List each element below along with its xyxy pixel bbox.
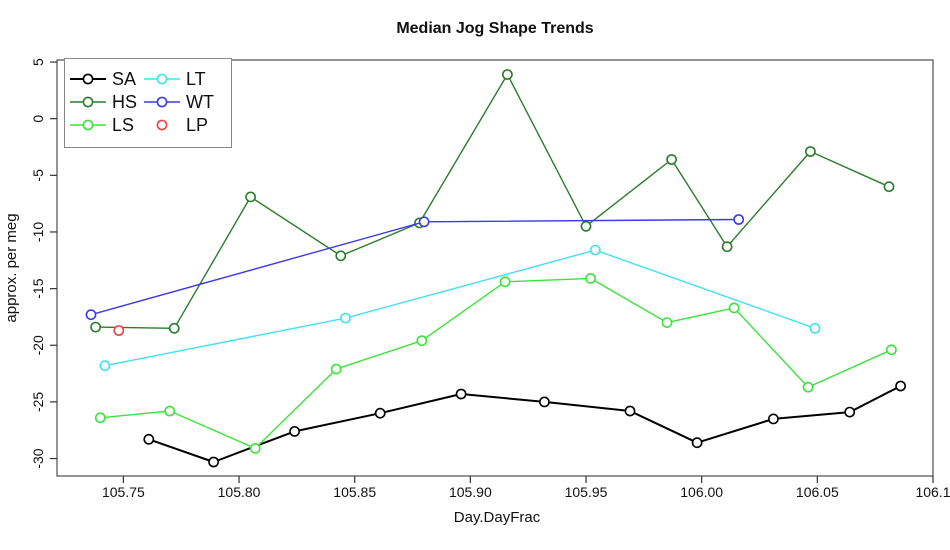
legend-item-LP: LP xyxy=(156,115,208,135)
x-tick-label: 105.90 xyxy=(449,484,492,500)
data-point-WT xyxy=(418,216,430,228)
y-tick-label: -5 xyxy=(30,169,46,182)
data-series xyxy=(85,69,906,468)
data-point-LS xyxy=(94,412,106,424)
legend-item-LT: LT xyxy=(144,69,206,89)
y-tick-label: -10 xyxy=(30,222,46,242)
legend-label-WT: WT xyxy=(186,92,214,112)
data-point-SA xyxy=(455,388,467,400)
series-LT xyxy=(99,244,821,372)
chart-title: Median Jog Shape Trends xyxy=(396,20,593,37)
x-tick-label: 106.00 xyxy=(680,484,723,500)
legend-item-LS: LS xyxy=(70,115,134,135)
data-point-HS xyxy=(805,146,816,157)
data-point-LS xyxy=(886,344,897,356)
y-axis-label: approx. per meg xyxy=(3,213,20,322)
data-point-HS xyxy=(335,250,347,262)
data-point-SA xyxy=(844,406,856,418)
x-tick-label: 105.75 xyxy=(102,484,145,500)
series-LS xyxy=(94,272,897,454)
data-point-LS xyxy=(330,363,342,375)
y-tick-label: -15 xyxy=(30,278,46,298)
legend-label-LS: LS xyxy=(112,115,134,135)
legend-label-HS: HS xyxy=(112,92,137,112)
series-line-SA xyxy=(148,385,902,463)
data-point-LP xyxy=(113,325,125,336)
data-point-HS xyxy=(168,322,180,334)
data-point-SA xyxy=(624,405,636,417)
data-point-LS xyxy=(661,317,673,328)
legend: SA HS LS LT WT LP xyxy=(64,58,232,148)
y-tick-label: -25 xyxy=(30,392,46,412)
data-point-HS xyxy=(883,181,895,193)
plot-area xyxy=(56,59,934,477)
legend-marker-LS xyxy=(82,119,94,131)
data-point-LS xyxy=(802,381,814,393)
data-point-LS xyxy=(416,335,428,347)
data-point-WT xyxy=(85,309,97,321)
data-point-HS xyxy=(580,220,592,232)
data-point-LT xyxy=(809,322,821,334)
legend-marker-SA xyxy=(82,73,94,85)
data-point-LT xyxy=(589,244,601,256)
legend-label-SA: SA xyxy=(112,69,136,89)
data-point-LT xyxy=(340,312,351,324)
data-point-SA xyxy=(374,407,386,419)
x-tick-label: 105.80 xyxy=(218,484,261,500)
data-point-HS xyxy=(90,321,101,333)
series-HS xyxy=(90,69,895,334)
legend-label-LP: LP xyxy=(186,115,208,135)
legend-item-WT: WT xyxy=(144,92,214,112)
series-SA xyxy=(143,380,906,468)
data-point-SA xyxy=(691,437,703,449)
data-point-SA xyxy=(768,413,779,425)
data-point-HS xyxy=(666,154,677,165)
data-point-SA xyxy=(208,456,219,468)
data-point-WT xyxy=(733,214,745,225)
legend-marker-HS xyxy=(82,96,94,108)
data-point-LS xyxy=(499,276,511,288)
data-point-LS xyxy=(728,302,740,314)
y-tick-label: -30 xyxy=(30,448,46,468)
x-tick-label: 105.85 xyxy=(333,484,376,500)
data-point-LS xyxy=(249,442,261,454)
y-tick-label: -20 xyxy=(30,335,46,355)
axis-ticks: 105.75 105.80 105.85 105.90 105.95 106.00 106.… xyxy=(30,58,950,500)
series-WT xyxy=(85,214,745,321)
legend-item-HS: HS xyxy=(70,92,137,112)
legend-marker-LP xyxy=(156,119,168,131)
legend-label-LT: LT xyxy=(186,69,206,89)
data-point-LS xyxy=(585,272,596,284)
legend-marker-WT xyxy=(156,96,168,108)
x-tick-label: 106.1 xyxy=(915,484,950,500)
data-point-HS xyxy=(245,191,256,203)
series-line-LT xyxy=(104,249,816,367)
series-LP xyxy=(113,325,125,336)
data-point-SA xyxy=(143,433,155,445)
data-point-HS xyxy=(501,69,513,80)
data-point-SA xyxy=(539,396,550,408)
legend-marker-LT xyxy=(156,73,168,85)
data-point-SA xyxy=(895,380,906,392)
data-point-SA xyxy=(289,425,300,437)
x-axis-label: Day.DayFrac xyxy=(454,509,541,526)
legend-item-SA: SA xyxy=(70,69,136,89)
data-point-LT xyxy=(99,360,111,372)
x-tick-label: 106.05 xyxy=(796,484,839,500)
data-point-LS xyxy=(164,405,176,417)
y-tick-label: 0 xyxy=(30,115,46,123)
y-tick-label: 5 xyxy=(30,58,46,66)
x-tick-label: 105.95 xyxy=(565,484,608,500)
data-point-HS xyxy=(721,241,733,253)
